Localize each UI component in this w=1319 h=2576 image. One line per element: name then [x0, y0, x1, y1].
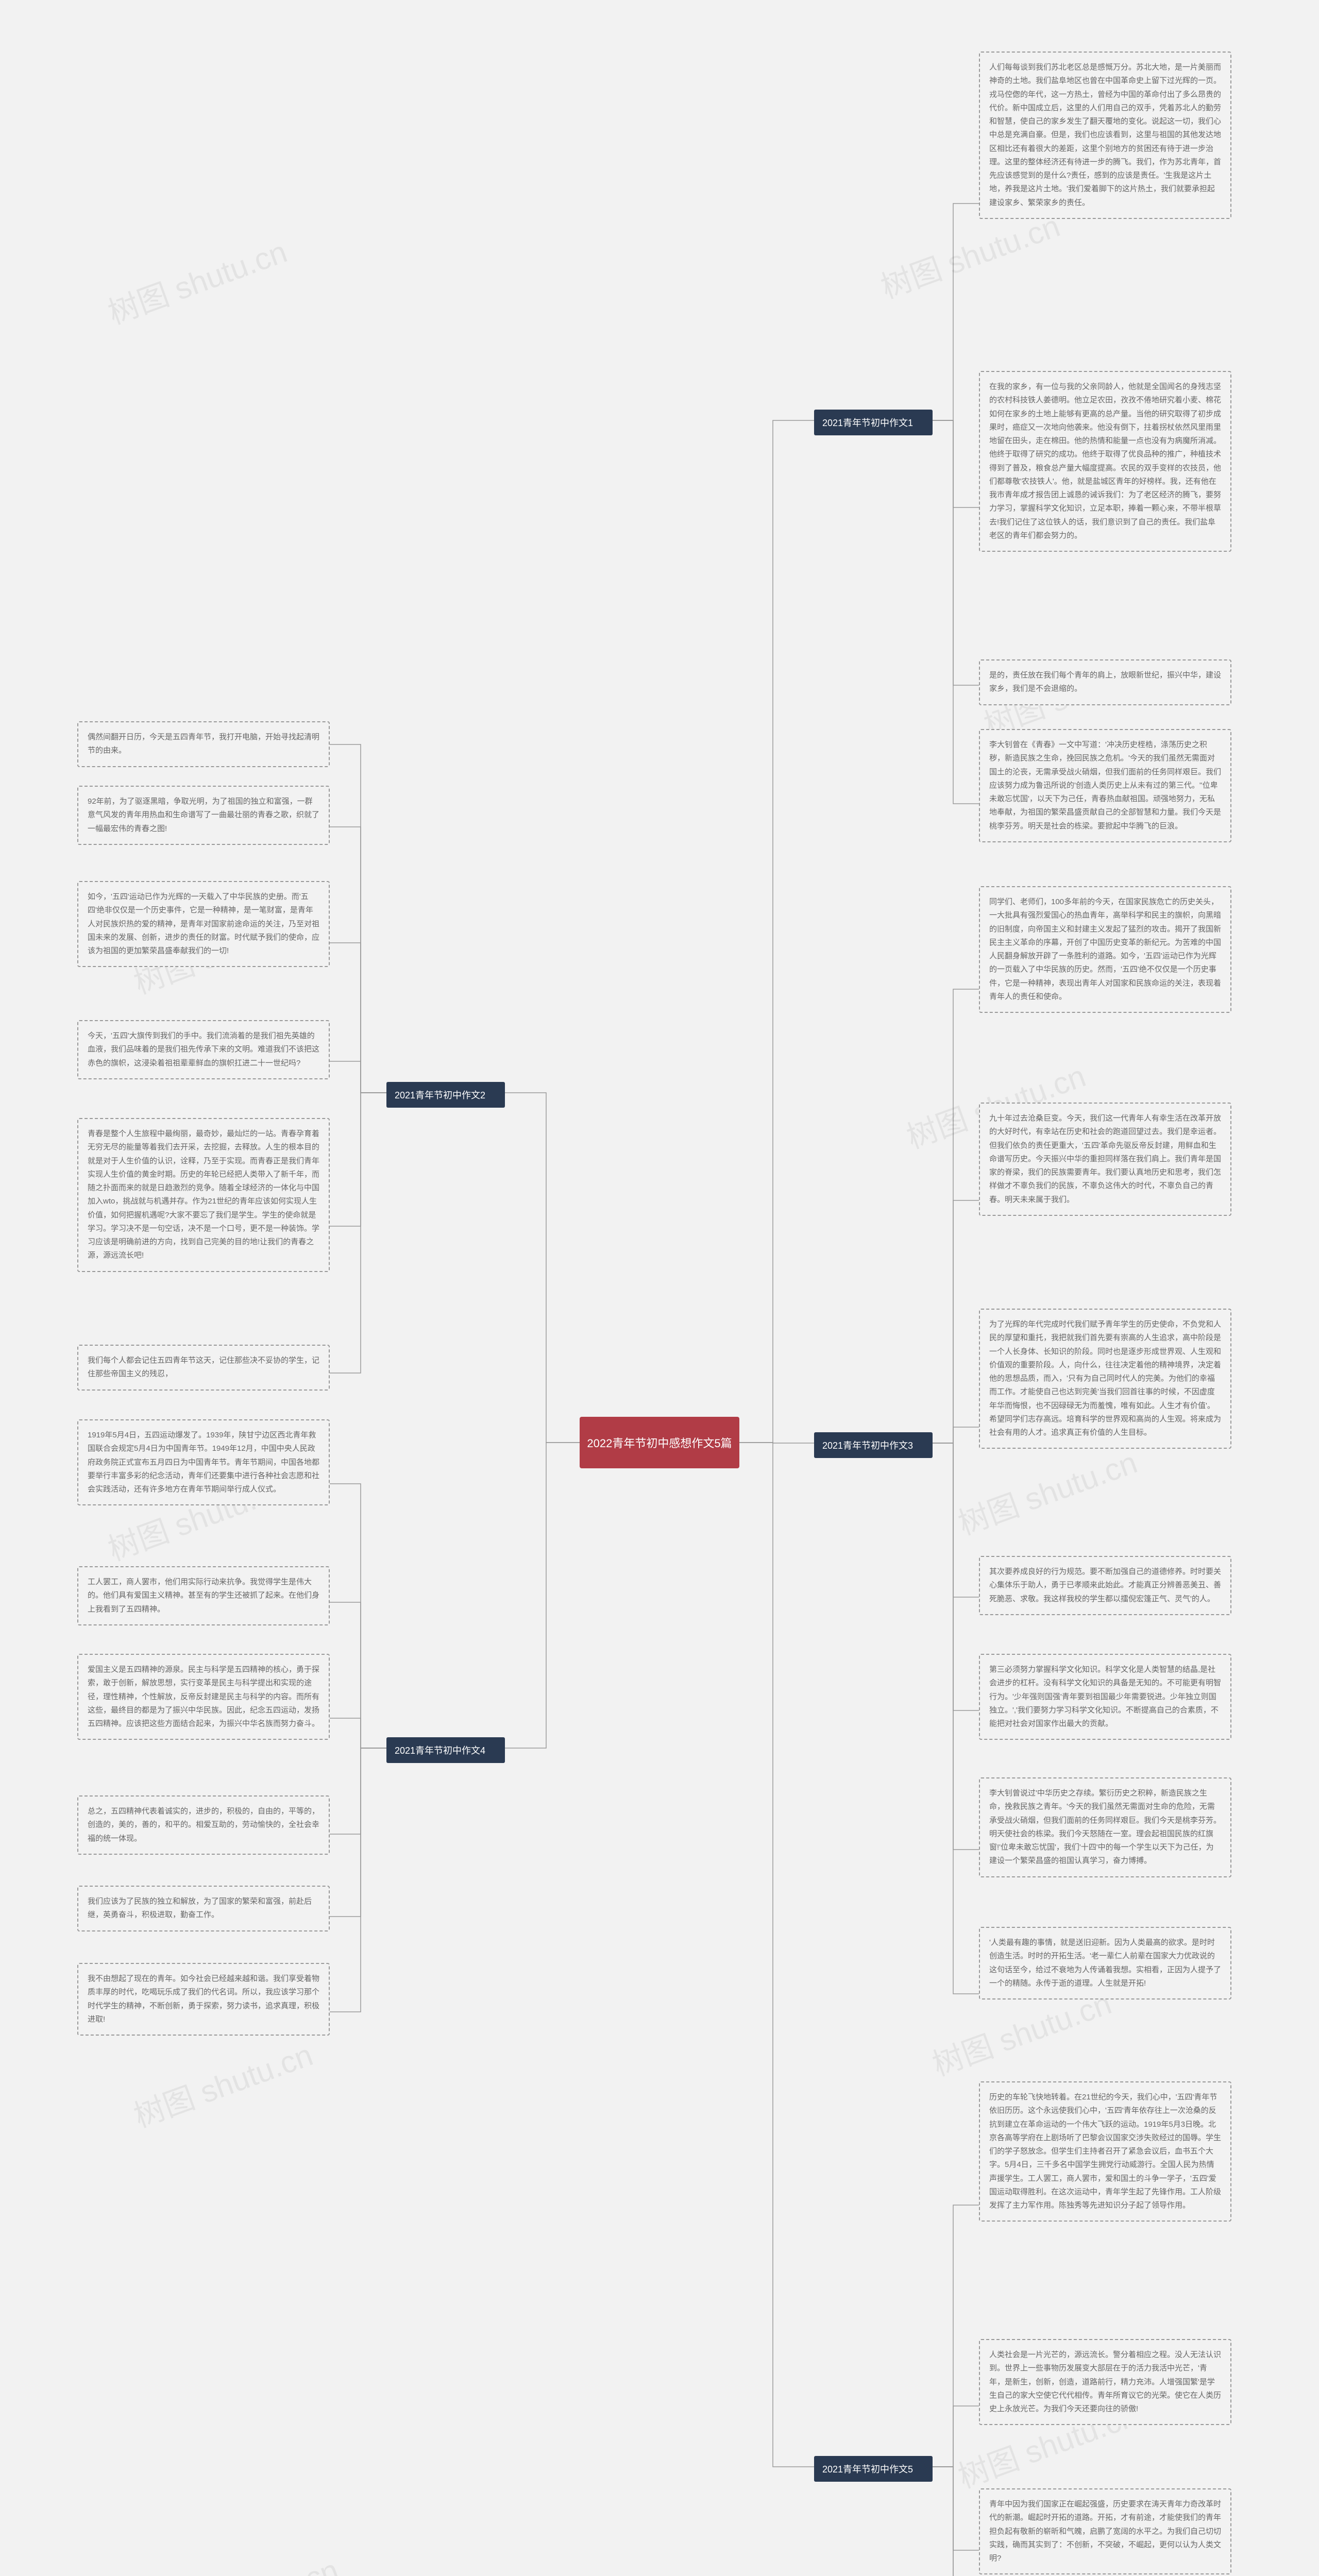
leaf-text: 同学们、老师们，100多年前的今天，在国家民族危亡的历史关头，一大批具有强烈爱国…: [989, 897, 1221, 1001]
leaf-node: 如今，'五四'运动已作为光辉的一天载入了中华民族的史册。而'五四'绝非仅仅是一个…: [77, 881, 330, 967]
branch-label: 2021青年节初中作文4: [395, 1745, 485, 1756]
leaf-node: 爱国主义是五四精神的源泉。民主与科学是五四精神的核心，勇于探索，敢于创新，解放思…: [77, 1654, 330, 1740]
branch-node: 2021青年节初中作文2: [386, 1082, 505, 1108]
branch-node: 2021青年节初中作文3: [814, 1432, 933, 1458]
leaf-node: '人类最有趣的事情，就是送旧迎新。因为人类最高的欲求。是时时创造生活。时时的开拓…: [979, 1927, 1231, 1999]
branch-node: 2021青年节初中作文1: [814, 410, 933, 435]
branch-node: 2021青年节初中作文5: [814, 2456, 933, 2482]
leaf-node: 为了光辉的年代完成时代我们赋予青年学生的历史使命，不负党和人民的厚望和重托，我把…: [979, 1309, 1231, 1449]
leaf-node: 青春是整个人生旅程中最绚丽，最奇妙，最灿烂的一站。青春孕育着无穷无尽的能量等着我…: [77, 1118, 330, 1272]
leaf-text: 1919年5月4日，五四运动爆发了。1939年，陕甘宁边区西北青年救国联合会规定…: [88, 1431, 319, 1494]
leaf-node: 九十年过去沧桑巨变。今天，我们这一代青年人有幸生活在改革开放的大好时代，有幸站在…: [979, 1103, 1231, 1216]
leaf-node: 今天，'五四'大旗传到我们的手中。我们流淌着的是我们祖先英雄的血液，我们品味着的…: [77, 1020, 330, 1079]
branch-node: 2021青年节初中作文4: [386, 1737, 505, 1763]
leaf-text: 历史的车轮飞快地转着。在21世纪的今天，我们心中，'五四'青年节依旧历历。这个永…: [989, 2093, 1221, 2210]
leaf-text: 今天，'五四'大旗传到我们的手中。我们流淌着的是我们祖先英雄的血液，我们品味着的…: [88, 1031, 319, 1067]
leaf-node: 人们每每谈到我们苏北老区总是感慨万分。苏北大地，是一片美丽而神奇的土地。我们盐阜…: [979, 52, 1231, 219]
leaf-node: 总之，五四精神代表着诚实的，进步的，积极的，自由的，平等的，创造的，美的，善的，…: [77, 1795, 330, 1855]
leaf-text: 青春是整个人生旅程中最绚丽，最奇妙，最灿烂的一站。青春孕育着无穷无尽的能量等着我…: [88, 1129, 319, 1260]
leaf-text: 李大钊曾在《青春》一文中写道：'冲决历史桎梏，涤荡历史之积秽，新造民族之生命，挽…: [989, 740, 1221, 831]
leaf-text: 偶然间翻开日历，今天是五四青年节，我打开电脑，开始寻找起清明节的由来。: [88, 733, 319, 755]
leaf-text: 人们每每谈到我们苏北老区总是感慨万分。苏北大地，是一片美丽而神奇的土地。我们盐阜…: [989, 63, 1221, 207]
leaf-text: 第三必须努力掌握科学文化知识。科学文化是人类智慧的结晶,是社会进步的杠杆。没有科…: [989, 1665, 1221, 1728]
leaf-node: 我们应该为了民族的独立和解放，为了国家的繁荣和富强，前赴后继，英勇奋斗，积极进取…: [77, 1886, 330, 1931]
leaf-text: '人类最有趣的事情，就是送旧迎新。因为人类最高的欲求。是时时创造生活。时时的开拓…: [989, 1938, 1221, 1988]
leaf-text: 92年前，为了驱逐黑暗，争取光明，为了祖国的独立和富强，一群意气风发的青年用热血…: [88, 797, 319, 833]
branch-label: 2021青年节初中作文5: [822, 2464, 913, 2475]
leaf-node: 其次要养成良好的行为规范。要不断加强自己的道德修养。时时要关心集体乐于助人，勇于…: [979, 1556, 1231, 1615]
watermark: 树图 shutu.cn: [153, 2545, 344, 2576]
leaf-text: 工人罢工，商人罢市，他们用实际行动来抗争。我觉得学生是伟大的。他们具有爱国主义精…: [88, 1578, 319, 1614]
branch-label: 2021青年节初中作文2: [395, 1090, 485, 1100]
leaf-node: 是的，责任放在我们每个青年的肩上，放眼新世纪，振兴中华，建设家乡，我们是不会退缩…: [979, 659, 1231, 705]
leaf-text: 我们应该为了民族的独立和解放，为了国家的繁荣和富强，前赴后继，英勇奋斗，积极进取…: [88, 1897, 312, 1919]
leaf-node: 在我的家乡，有一位与我的父亲同龄人，他就是全国闻名的身残志坚的农村科技铁人姜德明…: [979, 371, 1231, 552]
watermark: 树图 shutu.cn: [101, 227, 292, 333]
leaf-text: 是的，责任放在我们每个青年的肩上，放眼新世纪，振兴中华，建设家乡，我们是不会退缩…: [989, 671, 1221, 693]
leaf-node: 同学们、老师们，100多年前的今天，在国家民族危亡的历史关头，一大批具有强烈爱国…: [979, 886, 1231, 1013]
leaf-text: 为了光辉的年代完成时代我们赋予青年学生的历史使命，不负党和人民的厚望和重托，我把…: [989, 1320, 1221, 1437]
mindmap-center-node: 2022青年节初中感想作文5篇: [580, 1417, 739, 1468]
leaf-node: 92年前，为了驱逐黑暗，争取光明，为了祖国的独立和富强，一群意气风发的青年用热血…: [77, 786, 330, 845]
leaf-text: 李大钊曾说过'中华历史之存续。繁衍历史之积粹，新造民族之生命，挽救民族之青年。'…: [989, 1789, 1221, 1865]
leaf-text: 九十年过去沧桑巨变。今天，我们这一代青年人有幸生活在改革开放的大好时代，有幸站在…: [989, 1114, 1221, 1204]
leaf-text: 总之，五四精神代表着诚实的，进步的，积极的，自由的，平等的，创造的，美的，善的，…: [88, 1807, 319, 1843]
leaf-text: 人类社会是一片光芒的，源远流长。警分着相应之程。没人无法认识到。世界上一些事物历…: [989, 2350, 1221, 2413]
leaf-node: 李大钊曾说过'中华历史之存续。繁衍历史之积粹，新造民族之生命，挽救民族之青年。'…: [979, 1777, 1231, 1877]
leaf-text: 青年中因为我们国家正在崛起强盛，历史要求在涛天青年力奇改革时代的新潮。崛起时开拓…: [989, 2500, 1221, 2563]
watermark: 树图 shutu.cn: [951, 1437, 1142, 1544]
leaf-text: 如今，'五四'运动已作为光辉的一天载入了中华民族的史册。而'五四'绝非仅仅是一个…: [88, 892, 319, 955]
leaf-node: 工人罢工，商人罢市，他们用实际行动来抗争。我觉得学生是伟大的。他们具有爱国主义精…: [77, 1566, 330, 1625]
leaf-node: 李大钊曾在《青春》一文中写道：'冲决历史桎梏，涤荡历史之积秽，新造民族之生命，挽…: [979, 729, 1231, 842]
leaf-node: 我不由想起了现在的青年。如今社会已经越来越和谐。我们享受着物质丰厚的时代，吃喝玩…: [77, 1963, 330, 2036]
branch-label: 2021青年节初中作文1: [822, 418, 913, 428]
leaf-node: 我们每个人都会记住五四青年节这天，记住那些决不妥协的学生，记住那些帝国主义的残忍…: [77, 1345, 330, 1391]
leaf-node: 历史的车轮飞快地转着。在21世纪的今天，我们心中，'五四'青年节依旧历历。这个永…: [979, 2081, 1231, 2222]
leaf-node: 人类社会是一片光芒的，源远流长。警分着相应之程。没人无法认识到。世界上一些事物历…: [979, 2339, 1231, 2425]
leaf-node: 青年中因为我们国家正在崛起强盛，历史要求在涛天青年力奇改革时代的新潮。崛起时开拓…: [979, 2488, 1231, 2574]
center-title: 2022青年节初中感想作文5篇: [587, 1434, 732, 1451]
leaf-text: 在我的家乡，有一位与我的父亲同龄人，他就是全国闻名的身残志坚的农村科技铁人姜德明…: [989, 382, 1221, 540]
leaf-node: 偶然间翻开日历，今天是五四青年节，我打开电脑，开始寻找起清明节的由来。: [77, 721, 330, 767]
leaf-text: 我不由想起了现在的青年。如今社会已经越来越和谐。我们享受着物质丰厚的时代，吃喝玩…: [88, 1974, 319, 2024]
branch-label: 2021青年节初中作文3: [822, 1440, 913, 1451]
leaf-node: 第三必须努力掌握科学文化知识。科学文化是人类智慧的结晶,是社会进步的杠杆。没有科…: [979, 1654, 1231, 1740]
leaf-text: 其次要养成良好的行为规范。要不断加强自己的道德修养。时时要关心集体乐于助人，勇于…: [989, 1567, 1221, 1603]
watermark: 树图 shutu.cn: [127, 2030, 318, 2136]
leaf-node: 1919年5月4日，五四运动爆发了。1939年，陕甘宁边区西北青年救国联合会规定…: [77, 1419, 330, 1505]
leaf-text: 我们每个人都会记住五四青年节这天，记住那些决不妥协的学生，记住那些帝国主义的残忍…: [88, 1356, 319, 1378]
leaf-text: 爱国主义是五四精神的源泉。民主与科学是五四精神的核心，勇于探索，敢于创新，解放思…: [88, 1665, 319, 1728]
